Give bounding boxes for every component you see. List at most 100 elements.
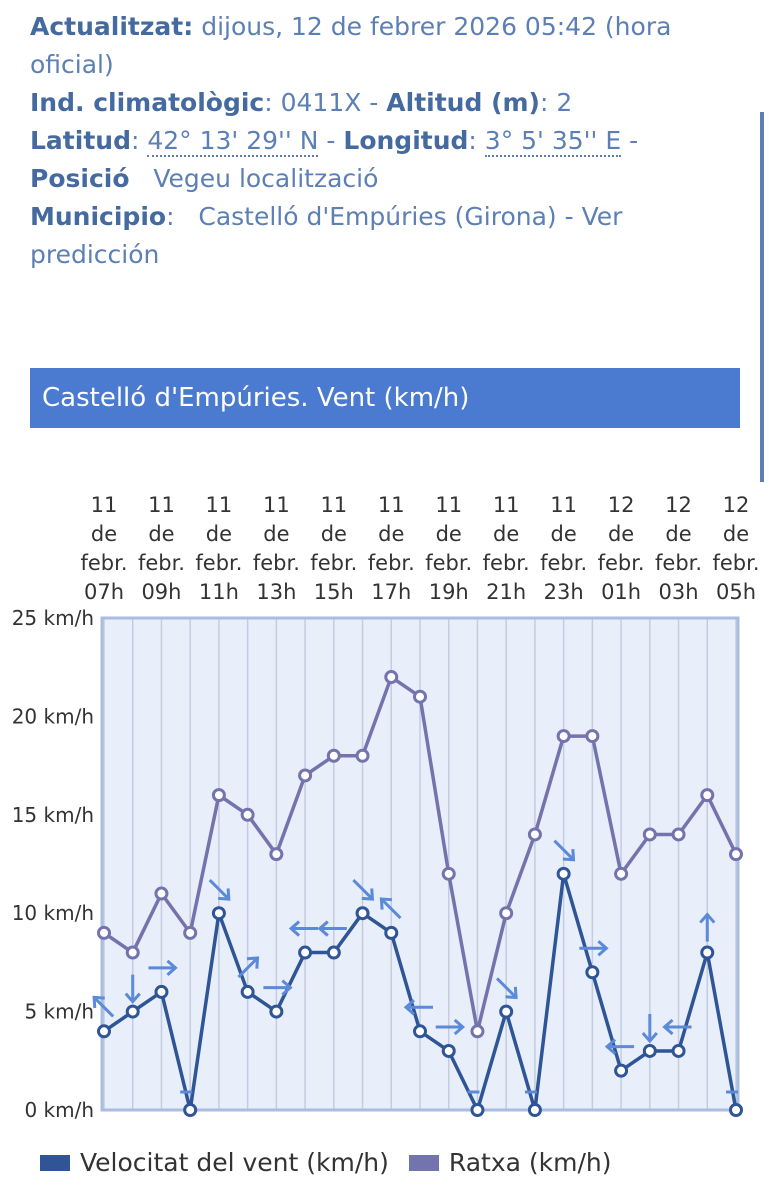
y-tick-label: 15 km/h [12, 803, 94, 827]
legend-swatch-wind [40, 1154, 70, 1171]
x-tick-label: de [493, 522, 519, 546]
x-tick-label: de [263, 522, 289, 546]
x-tick-label: febr. [712, 551, 759, 575]
x-tick-label: de [148, 522, 174, 546]
wind-direction-arrow [148, 959, 178, 977]
station-info: Actualitzat: dijous, 12 de febrer 2026 0… [30, 8, 730, 274]
x-tick-label: 11 [550, 493, 577, 517]
data-point-wind [355, 906, 370, 921]
data-point-gust [355, 748, 370, 763]
lon-value[interactable]: 3° 5' 35'' E [484, 126, 622, 157]
x-tick-label: febr. [368, 551, 415, 575]
wind-direction-arrow [641, 1013, 658, 1044]
ind-value: : 0411X - [264, 88, 379, 117]
data-point-wind [441, 1043, 456, 1058]
data-point-gust [671, 827, 686, 842]
data-point-wind [240, 984, 255, 999]
data-point-gust [97, 925, 111, 940]
data-point-wind [671, 1043, 686, 1058]
wind-direction-arrow [208, 878, 231, 901]
x-tick-label: 11 [206, 493, 233, 517]
data-point-gust [499, 906, 514, 921]
x-tick-label: 23h [544, 580, 584, 604]
data-point-gust [240, 807, 255, 822]
data-point-wind [269, 1004, 284, 1019]
x-tick-label: 09h [141, 580, 181, 604]
x-tick-label: de [436, 522, 462, 546]
y-tick-label: 5 km/h [24, 1000, 94, 1024]
wind-direction-arrow [435, 1018, 466, 1036]
data-point-gust [527, 827, 542, 842]
wind-direction-arrow [662, 1018, 692, 1036]
alt-value: : 2 [539, 88, 573, 117]
data-point-wind [125, 1004, 140, 1019]
data-point-wind [183, 1103, 198, 1117]
x-tick-label: febr. [483, 551, 530, 575]
wind-chart: 0 km/h 5 km/h 10 km/h 15 km/h 20 km/h 25 km/h… [12, 493, 760, 1122]
data-point-wind [298, 945, 313, 960]
data-point-wind [384, 925, 399, 940]
climatology-line: Ind. climatològic: 0411X - Altitud (m): … [30, 84, 730, 122]
ind-label: Ind. climatològic [30, 88, 265, 117]
x-tick-label: de [723, 522, 749, 546]
x-tick-label: 01h [601, 580, 641, 604]
x-tick-label: 11h [199, 580, 239, 604]
data-point-wind [527, 1103, 542, 1117]
data-point-gust [269, 847, 284, 862]
data-point-gust [413, 689, 427, 704]
lon-tail: - [629, 126, 639, 155]
legend-item-gust[interactable]: Ratxa (km/h) [408, 1148, 612, 1177]
y-tick-label: 0 km/h [24, 1098, 94, 1122]
coords-line: Latitud: 42° 13' 29'' N - Longitud: 3° 5… [30, 122, 730, 160]
wind-direction-arrow [237, 956, 260, 979]
x-tick-label: febr. [540, 551, 587, 575]
municipality-line: Municipio: Castelló d'Empúries (Girona) … [30, 202, 623, 269]
x-tick-label: de [91, 522, 117, 546]
wind-direction-arrow [288, 920, 319, 937]
scrollbar[interactable] [760, 112, 764, 482]
updated-value: dijous, 12 de febrer 2026 05:42 (hora of… [30, 12, 672, 79]
x-tick-label: 11 [91, 493, 118, 517]
x-tick-label: 07h [84, 580, 124, 604]
updated-line: Actualitzat: dijous, 12 de febrer 2026 0… [30, 8, 730, 84]
legend-swatch-gust [408, 1154, 439, 1171]
x-tick-label: 11 [263, 493, 290, 517]
data-point-gust [183, 925, 198, 940]
x-tick-label: 12 [723, 493, 750, 517]
data-point-gust [729, 847, 743, 862]
x-tick-label: 17h [371, 580, 411, 604]
data-point-wind [729, 1103, 743, 1117]
wind-direction-arrow [124, 974, 141, 1004]
x-tick-label: de [608, 522, 634, 546]
prediction-link[interactable]: Castelló d'Empúries (Girona) - Ver predi… [30, 202, 623, 269]
legend-label-gust: Ratxa (km/h) [448, 1148, 612, 1177]
x-tick-label: de [321, 522, 347, 546]
lon-sep2: : [468, 126, 477, 155]
wind-direction-arrow [553, 839, 576, 862]
data-point-gust [125, 945, 140, 960]
alt-label: Altitud (m) [386, 88, 540, 117]
x-tick-label: febr. [310, 551, 357, 575]
legend-label-wind: Velocitat del vent (km/h) [80, 1148, 389, 1177]
x-tick-label: 11 [493, 493, 520, 517]
updated-label: Actualitzat: [30, 12, 194, 41]
lat-sep: : [130, 126, 140, 155]
chart-title: Castelló d'Empúries. Vent (km/h) [30, 368, 740, 428]
legend-item-wind[interactable]: Velocitat del vent (km/h) [40, 1148, 389, 1177]
lat-value[interactable]: 42° 13' 29'' N [147, 126, 319, 157]
x-tick-label: 11 [320, 493, 347, 517]
data-point-gust [441, 866, 456, 881]
lat-label: Latitud [30, 126, 131, 155]
lon-label: Longitud [343, 126, 469, 155]
wind-direction-arrow [579, 940, 609, 957]
data-point-wind [470, 1103, 485, 1117]
data-point-gust [326, 748, 341, 763]
wind-direction-arrow [403, 999, 433, 1016]
data-point-gust [470, 1024, 485, 1039]
data-point-gust [211, 788, 226, 803]
location-link[interactable]: Vegeu localització [153, 164, 379, 193]
x-tick-label: 11 [435, 493, 462, 517]
data-point-wind [585, 965, 600, 980]
x-tick-label: 21h [486, 580, 526, 604]
data-point-gust [642, 827, 657, 842]
